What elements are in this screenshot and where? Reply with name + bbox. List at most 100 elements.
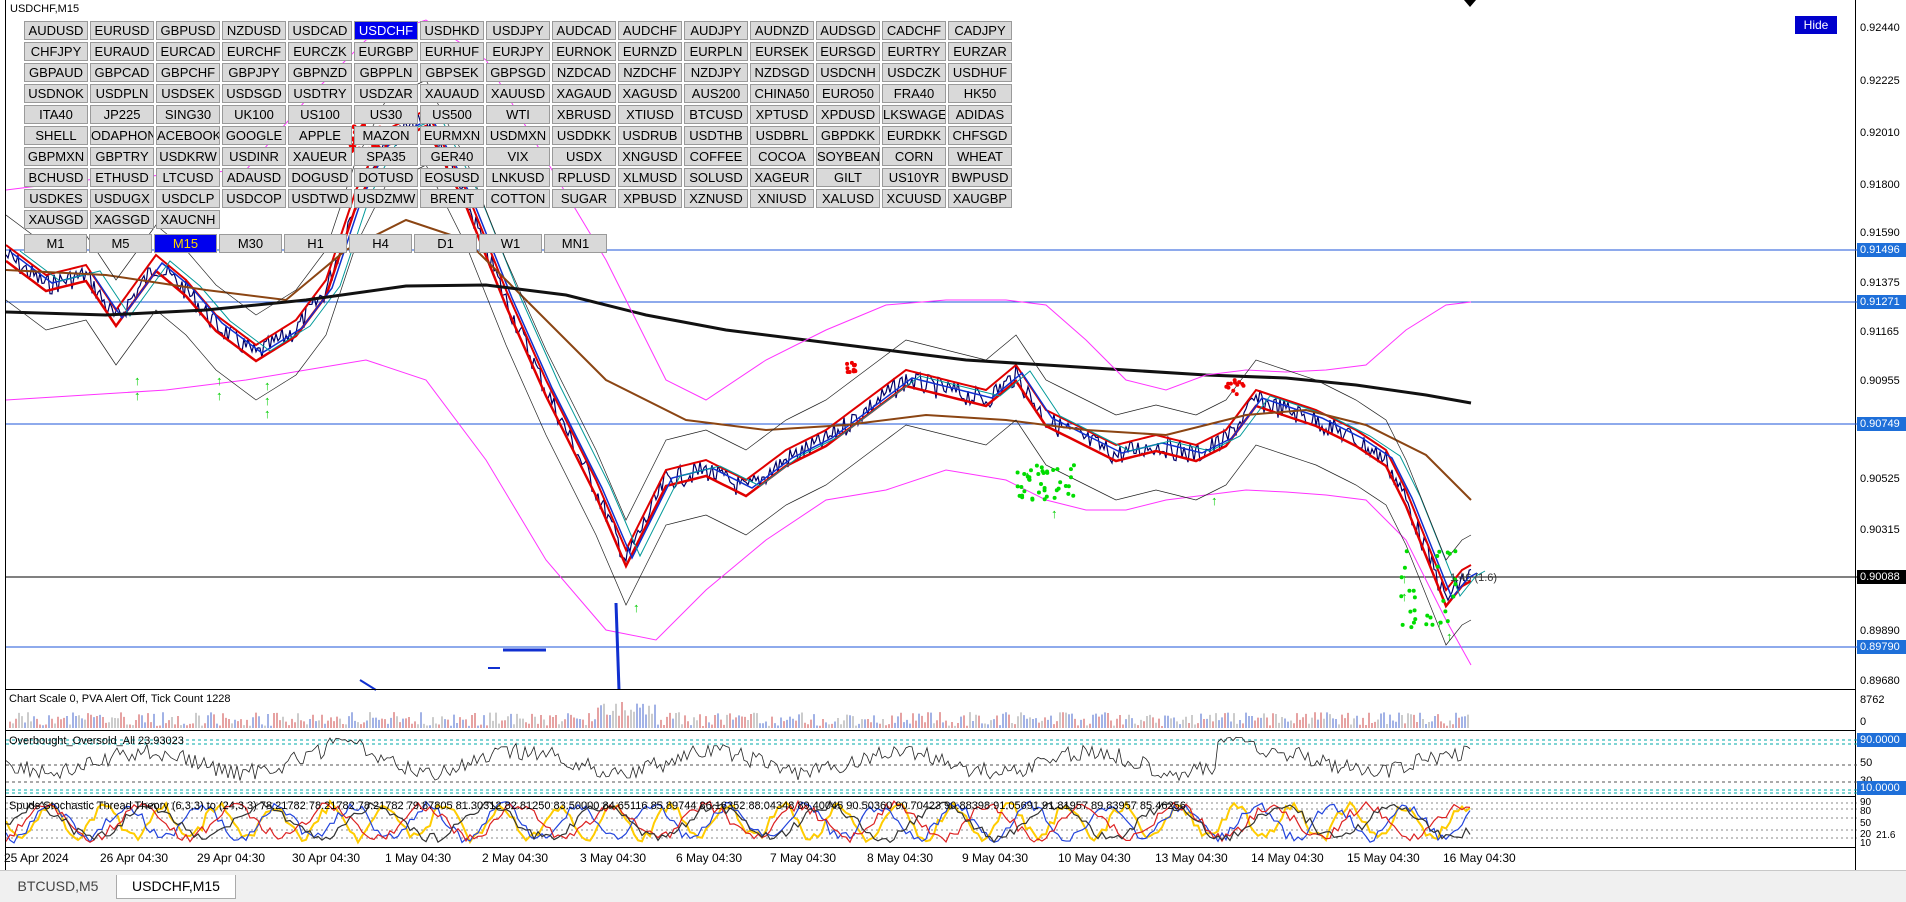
symbol-button-acebook[interactable]: ACEBOOK: [156, 126, 220, 145]
symbol-button-gilt[interactable]: GILT: [816, 168, 880, 187]
symbol-button-aus200[interactable]: AUS200: [684, 84, 748, 103]
chart-window[interactable]: ↑↑↑↑↑↑↑↑↑↑↑↑↑↑↑: [5, 0, 1857, 870]
symbol-button-gbpchf[interactable]: GBPCHF: [156, 63, 220, 82]
symbol-button-nzdchf[interactable]: NZDCHF: [618, 63, 682, 82]
symbol-button-usdclp[interactable]: USDCLP: [156, 189, 220, 208]
symbol-button-gbpusd[interactable]: GBPUSD: [156, 21, 220, 40]
symbol-button-usddkk[interactable]: USDDKK: [552, 126, 616, 145]
symbol-button-uk100[interactable]: UK100: [222, 105, 286, 124]
symbol-button-usdx[interactable]: USDX: [552, 147, 616, 166]
symbol-button-lkswage[interactable]: LKSWAGE: [882, 105, 946, 124]
symbol-button-cotton[interactable]: COTTON: [486, 189, 550, 208]
symbol-button-gbptry[interactable]: GBPTRY: [90, 147, 154, 166]
symbol-button-usdcad[interactable]: USDCAD: [288, 21, 352, 40]
symbol-button-us100[interactable]: US100: [288, 105, 352, 124]
symbol-button-eursek[interactable]: EURSEK: [750, 42, 814, 61]
symbol-button-mazon[interactable]: MAZON: [354, 126, 418, 145]
symbol-button-audusd[interactable]: AUDUSD: [24, 21, 88, 40]
symbol-button-vix[interactable]: VIX: [486, 147, 550, 166]
symbol-button-nzdjpy[interactable]: NZDJPY: [684, 63, 748, 82]
timeframe-button-h4[interactable]: H4: [349, 234, 412, 253]
symbol-button-eurpln[interactable]: EURPLN: [684, 42, 748, 61]
symbol-button-eosusd[interactable]: EOSUSD: [420, 168, 484, 187]
symbol-button-xauaud[interactable]: XAUAUD: [420, 84, 484, 103]
symbol-button-xagaud[interactable]: XAGAUD: [552, 84, 616, 103]
symbol-button-audnzd[interactable]: AUDNZD: [750, 21, 814, 40]
symbol-button-fra40[interactable]: FRA40: [882, 84, 946, 103]
timeframe-button-m30[interactable]: M30: [219, 234, 282, 253]
timeframe-button-m1[interactable]: M1: [24, 234, 87, 253]
symbol-button-wti[interactable]: WTI: [486, 105, 550, 124]
symbol-button-us500[interactable]: US500: [420, 105, 484, 124]
symbol-button-eurczk[interactable]: EURCZK: [288, 42, 352, 61]
symbol-button-xbrusd[interactable]: XBRUSD: [552, 105, 616, 124]
price-chart-canvas[interactable]: ↑↑↑↑↑↑↑↑↑↑↑↑↑↑↑: [6, 0, 1857, 870]
symbol-button-eurhuf[interactable]: EURHUF: [420, 42, 484, 61]
symbol-button-gbpnzd[interactable]: GBPNZD: [288, 63, 352, 82]
symbol-button-usdbrl[interactable]: USDBRL: [750, 126, 814, 145]
symbol-button-ethusd[interactable]: ETHUSD: [90, 168, 154, 187]
symbol-button-usdcop[interactable]: USDCOP: [222, 189, 286, 208]
symbol-button-google[interactable]: GOOGLE: [222, 126, 286, 145]
symbol-button-audcad[interactable]: AUDCAD: [552, 21, 616, 40]
symbol-button-odaphon[interactable]: ODAPHON: [90, 126, 154, 145]
symbol-button-ita40[interactable]: ITA40: [24, 105, 88, 124]
symbol-button-shell[interactable]: SHELL: [24, 126, 88, 145]
symbol-button-euro50[interactable]: EURO50: [816, 84, 880, 103]
symbol-button-audsgd[interactable]: AUDSGD: [816, 21, 880, 40]
symbol-button-usdrub[interactable]: USDRUB: [618, 126, 682, 145]
symbol-button-gbpsgd[interactable]: GBPSGD: [486, 63, 550, 82]
tab-btcusd-m5[interactable]: BTCUSD,M5: [17, 878, 99, 894]
symbol-button-usdhuf[interactable]: USDHUF: [948, 63, 1012, 82]
symbol-button-gbpaud[interactable]: GBPAUD: [24, 63, 88, 82]
symbol-button-eurtry[interactable]: EURTRY: [882, 42, 946, 61]
symbol-button-xausgd[interactable]: XAUSGD: [24, 210, 88, 229]
symbol-button-solusd[interactable]: SOLUSD: [684, 168, 748, 187]
symbol-button-usdthb[interactable]: USDTHB: [684, 126, 748, 145]
symbol-button-apple[interactable]: APPLE: [288, 126, 352, 145]
timeframe-button-d1[interactable]: D1: [414, 234, 477, 253]
symbol-button-sugar[interactable]: SUGAR: [552, 189, 616, 208]
symbol-button-cadjpy[interactable]: CADJPY: [948, 21, 1012, 40]
symbol-button-jp225[interactable]: JP225: [90, 105, 154, 124]
symbol-button-eurusd[interactable]: EURUSD: [90, 21, 154, 40]
symbol-button-usdnok[interactable]: USDNOK: [24, 84, 88, 103]
symbol-button-euraud[interactable]: EURAUD: [90, 42, 154, 61]
symbol-button-eurcad[interactable]: EURCAD: [156, 42, 220, 61]
symbol-button-usdcnh[interactable]: USDCNH: [816, 63, 880, 82]
symbol-button-usdkrw[interactable]: USDKRW: [156, 147, 220, 166]
symbol-button-xauusd[interactable]: XAUUSD: [486, 84, 550, 103]
symbol-button-nzdcad[interactable]: NZDCAD: [552, 63, 616, 82]
hide-button[interactable]: Hide: [1795, 16, 1837, 34]
symbol-button-xalusd[interactable]: XALUSD: [816, 189, 880, 208]
symbol-button-xaucnh[interactable]: XAUCNH: [156, 210, 220, 229]
symbol-button-soybeans[interactable]: SOYBEANS: [816, 147, 880, 166]
symbol-button-hk50[interactable]: HK50: [948, 84, 1012, 103]
symbol-button-brent[interactable]: BRENT: [420, 189, 484, 208]
symbol-button-gbpjpy[interactable]: GBPJPY: [222, 63, 286, 82]
symbol-button-usdzar[interactable]: USDZAR: [354, 84, 418, 103]
symbol-button-xtiusd[interactable]: XTIUSD: [618, 105, 682, 124]
symbol-button-xaueur[interactable]: XAUEUR: [288, 147, 352, 166]
symbol-button-audchf[interactable]: AUDCHF: [618, 21, 682, 40]
symbol-button-usdinr[interactable]: USDINR: [222, 147, 286, 166]
timeframe-button-h1[interactable]: H1: [284, 234, 347, 253]
symbol-button-eurjpy[interactable]: EURJPY: [486, 42, 550, 61]
symbol-button-usdtwd[interactable]: USDTWD: [288, 189, 352, 208]
symbol-button-xaugbp[interactable]: XAUGBP: [948, 189, 1012, 208]
timeframe-button-m15[interactable]: M15: [154, 234, 217, 253]
symbol-button-xagusd[interactable]: XAGUSD: [618, 84, 682, 103]
symbol-button-ltcusd[interactable]: LTCUSD: [156, 168, 220, 187]
symbol-button-dogusd[interactable]: DOGUSD: [288, 168, 352, 187]
symbol-button-nzdsgd[interactable]: NZDSGD: [750, 63, 814, 82]
symbol-button-usdmxn[interactable]: USDMXN: [486, 126, 550, 145]
symbol-button-xngusd[interactable]: XNGUSD: [618, 147, 682, 166]
timeframe-button-m5[interactable]: M5: [89, 234, 152, 253]
symbol-button-bchusd[interactable]: BCHUSD: [24, 168, 88, 187]
symbol-button-usdsek[interactable]: USDSEK: [156, 84, 220, 103]
symbol-button-usdhkd[interactable]: USDHKD: [420, 21, 484, 40]
symbol-button-us10yr[interactable]: US10YR: [882, 168, 946, 187]
symbol-button-spa35[interactable]: SPA35: [354, 147, 418, 166]
symbol-button-eurnzd[interactable]: EURNZD: [618, 42, 682, 61]
symbol-button-eurdkk[interactable]: EURDKK: [882, 126, 946, 145]
